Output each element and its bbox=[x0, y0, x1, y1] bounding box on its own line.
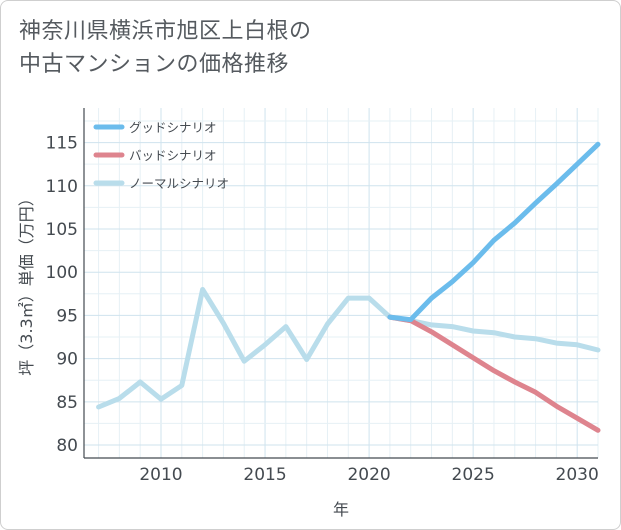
y-tick-label: 100 bbox=[46, 263, 78, 283]
legend-label: バッドシナリオ bbox=[129, 148, 217, 163]
chart-title: 神奈川県横浜市旭区上白根の 中古マンションの価格推移 bbox=[19, 15, 579, 81]
x-tick-label: 2015 bbox=[243, 465, 286, 485]
series-line-good bbox=[387, 141, 601, 323]
x-tick-label: 2010 bbox=[139, 465, 182, 485]
y-tick-label: 85 bbox=[56, 393, 78, 413]
y-tick-label: 80 bbox=[56, 436, 78, 456]
x-tick-label: 2030 bbox=[556, 465, 599, 485]
series-line-bad bbox=[387, 314, 601, 433]
chart-title-line-1: 神奈川県横浜市旭区上白根の bbox=[19, 19, 312, 44]
series-line-normal bbox=[96, 287, 601, 410]
chart-title-line-2: 中古マンションの価格推移 bbox=[19, 52, 290, 77]
x-axis-title: 年 bbox=[333, 500, 349, 519]
y-tick-label: 105 bbox=[46, 220, 78, 240]
y-tick-label: 95 bbox=[56, 306, 78, 326]
x-tick-label: 2020 bbox=[347, 465, 390, 485]
legend-label: ノーマルシナリオ bbox=[129, 176, 229, 191]
y-axis-title: 坪（3.3㎡）単価（万円） bbox=[17, 190, 36, 375]
y-tick-label: 115 bbox=[46, 134, 78, 154]
legend-label: グッドシナリオ bbox=[129, 120, 217, 135]
x-tick-label: 2025 bbox=[452, 465, 495, 485]
y-tick-label: 110 bbox=[46, 177, 78, 197]
y-tick-label: 90 bbox=[56, 350, 78, 370]
